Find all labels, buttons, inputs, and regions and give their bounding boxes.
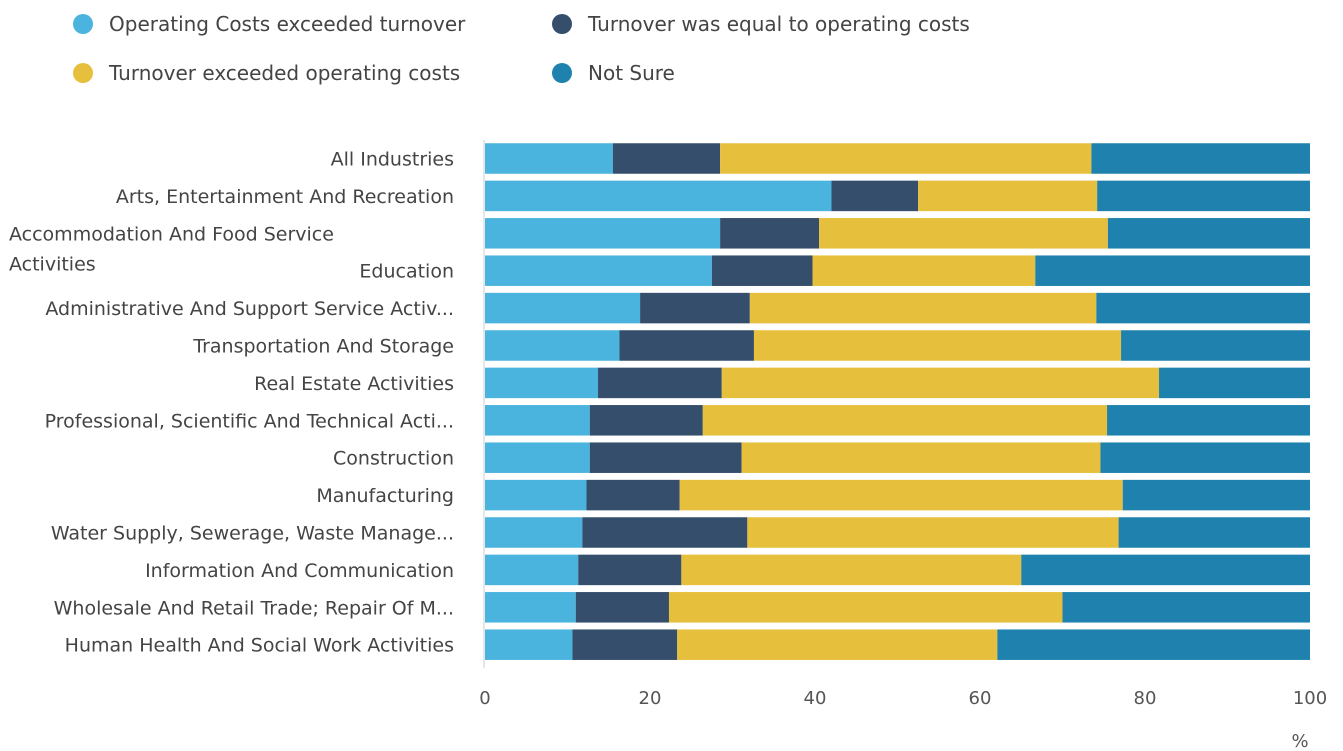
bar-segment[interactable] (589, 405, 703, 436)
category-label: Manufacturing (316, 485, 454, 507)
bar-segment[interactable] (589, 442, 742, 473)
bar-segment[interactable] (677, 629, 998, 660)
bar-segment[interactable] (485, 405, 590, 436)
category-label: Transportation And Storage (192, 336, 454, 358)
bar-segment[interactable] (679, 479, 1123, 511)
legend: Operating Costs exceeded turnover Turnove… (73, 12, 970, 85)
bar-segment[interactable] (485, 330, 620, 361)
category-labels: All Industries Arts, Entertainment And Re… (9, 149, 454, 657)
bar-segment[interactable] (485, 479, 587, 511)
legend-marker (552, 63, 572, 83)
bar-segment[interactable] (586, 479, 680, 511)
category-label: Information And Communication (145, 560, 454, 582)
bar-segment[interactable] (918, 180, 1098, 212)
legend-item[interactable]: Turnover was equal to operating costs (552, 12, 970, 36)
category-label: Administrative And Support Service Activ… (45, 298, 454, 320)
bar-segment[interactable] (1107, 405, 1310, 436)
bar-segment[interactable] (720, 218, 820, 249)
x-tick-label: 40 (804, 688, 827, 709)
x-tick-label: 0 (479, 688, 490, 709)
bar-segment[interactable] (702, 405, 1108, 436)
bar-segment[interactable] (1100, 442, 1310, 473)
bar-segment[interactable] (640, 292, 750, 324)
bar-segment[interactable] (485, 592, 576, 623)
x-axis-ticks: 0 20 40 60 80 100 (479, 688, 1327, 709)
bar-segment[interactable] (668, 592, 1063, 623)
bar-segment[interactable] (572, 629, 678, 660)
bar-segment[interactable] (1121, 330, 1310, 361)
bar-segment[interactable] (1118, 517, 1310, 548)
bar-segment[interactable] (812, 255, 1036, 286)
category-label: Water Supply, Sewerage, Waste Manage... (51, 523, 454, 545)
category-label: Real Estate Activities (254, 373, 454, 395)
bar-segment[interactable] (485, 143, 613, 174)
category-label: Human Health And Social Work Activities (65, 635, 454, 657)
bar-segment[interactable] (485, 629, 573, 660)
bar-segment[interactable] (721, 367, 1160, 399)
x-tick-label: 20 (639, 688, 662, 709)
category-label: Construction (333, 448, 454, 470)
bar-segment[interactable] (485, 517, 583, 548)
legend-label: Turnover was equal to operating costs (587, 12, 970, 36)
x-tick-label: 80 (1134, 688, 1157, 709)
bar-segment[interactable] (1035, 255, 1310, 286)
bar-segment[interactable] (1097, 180, 1310, 212)
category-label: Education (359, 261, 454, 283)
bar-segment[interactable] (1107, 218, 1310, 249)
bar-segment[interactable] (1159, 367, 1310, 399)
bar-segment[interactable] (753, 330, 1122, 361)
category-label: Accommodation And Food Service Activities (9, 223, 334, 275)
bar-segment[interactable] (1062, 592, 1311, 623)
bar-segment[interactable] (749, 292, 1097, 324)
bar-segment[interactable] (747, 517, 1119, 548)
category-label: Arts, Entertainment And Recreation (116, 186, 454, 208)
legend-item[interactable]: Not Sure (552, 61, 675, 85)
bar-segment[interactable] (1091, 143, 1310, 174)
bar-segment[interactable] (1021, 554, 1310, 586)
bar-segment[interactable] (485, 442, 590, 473)
legend-item[interactable]: Turnover exceeded operating costs (73, 61, 460, 85)
bar-segment[interactable] (485, 367, 599, 399)
bar-segment[interactable] (720, 143, 1092, 174)
bar-segment[interactable] (612, 143, 721, 174)
x-tick-label: 100 (1293, 688, 1327, 709)
bar-segment[interactable] (582, 517, 748, 548)
category-label: Professional, Scientific And Technical A… (45, 410, 454, 432)
legend-label: Operating Costs exceeded turnover (109, 12, 466, 36)
bar-segment[interactable] (741, 442, 1101, 473)
bar-segment[interactable] (598, 367, 722, 399)
bar-segment[interactable] (1122, 479, 1310, 511)
bar-segment[interactable] (485, 292, 641, 324)
legend-marker (73, 14, 93, 34)
legend-marker (73, 63, 93, 83)
category-label: All Industries (331, 149, 454, 171)
bars (485, 143, 1310, 660)
bar-segment[interactable] (819, 218, 1108, 249)
bar-segment[interactable] (711, 255, 813, 286)
bar-segment[interactable] (575, 592, 669, 623)
legend-marker (552, 14, 572, 34)
bar-segment[interactable] (485, 255, 712, 286)
bar-segment[interactable] (1096, 292, 1310, 324)
bar-segment[interactable] (485, 180, 832, 212)
bar-segment[interactable] (578, 554, 682, 586)
bar-segment[interactable] (485, 218, 721, 249)
legend-label: Turnover exceeded operating costs (108, 61, 460, 85)
legend-label: Not Sure (588, 61, 675, 85)
bar-segment[interactable] (619, 330, 754, 361)
category-label: Wholesale And Retail Trade; Repair Of M.… (54, 597, 454, 619)
bar-segment[interactable] (485, 554, 579, 586)
bar-segment[interactable] (681, 554, 1022, 586)
x-tick-label: 60 (969, 688, 992, 709)
bar-segment[interactable] (997, 629, 1310, 660)
x-axis-unit: % (1291, 731, 1308, 751)
bar-segment[interactable] (831, 180, 919, 212)
legend-item[interactable]: Operating Costs exceeded turnover (73, 12, 466, 36)
